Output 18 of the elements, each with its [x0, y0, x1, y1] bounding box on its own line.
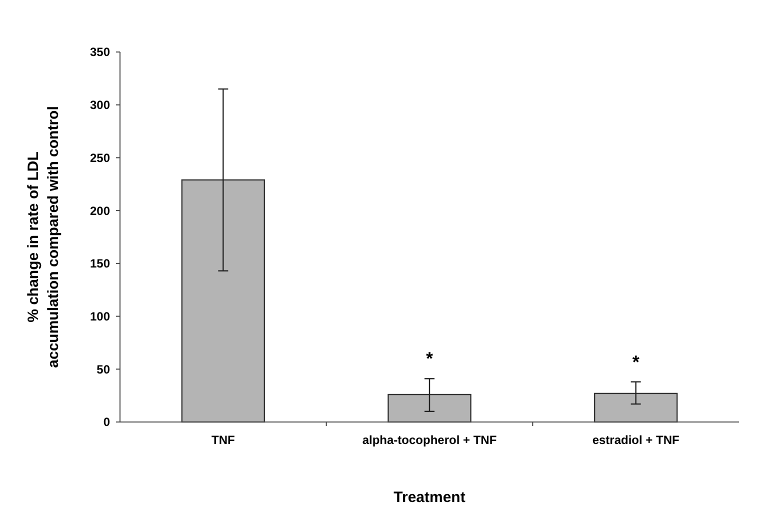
- x-tick-label: TNF: [212, 433, 235, 447]
- y-tick-label: 350: [90, 45, 110, 60]
- y-tick-label: 150: [90, 256, 110, 271]
- bar: [181, 179, 266, 423]
- y-tick-label: 100: [90, 309, 110, 324]
- y-tick-label: 250: [90, 150, 110, 165]
- annotation: *: [426, 348, 434, 369]
- x-tick-label: alpha-tocopherol + TNF: [362, 433, 497, 447]
- y-axis-title: % change in rate of LDL accumulation compared with control: [25, 106, 62, 368]
- bar: [388, 394, 472, 423]
- x-tick-label: estradiol + TNF: [592, 433, 680, 447]
- y-tick-label: 50: [96, 362, 110, 376]
- y-tick-label: 200: [90, 204, 110, 218]
- x-axis-title: Treatment: [394, 489, 466, 506]
- annotation: *: [632, 352, 640, 372]
- bar: [594, 392, 678, 423]
- y-tick-label: 300: [90, 98, 110, 112]
- y-tick-label: 0: [103, 415, 110, 430]
